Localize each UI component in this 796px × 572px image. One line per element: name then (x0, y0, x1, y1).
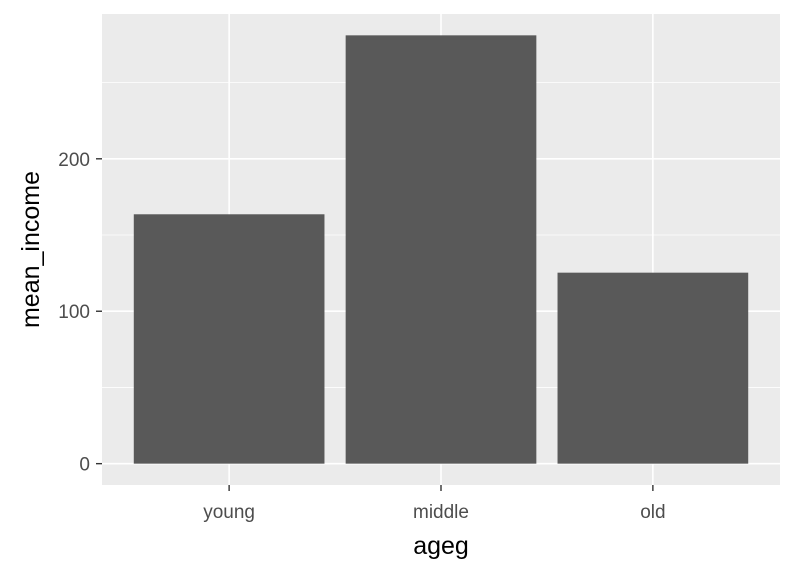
bar-old (557, 272, 749, 464)
x-tick-label: old (640, 502, 665, 523)
x-axis-ticks: young middle old (203, 485, 666, 523)
y-tick-label: 0 (79, 455, 90, 476)
bar-young (133, 214, 325, 464)
x-tick-label: young (203, 502, 255, 523)
y-tick-label: 200 (58, 150, 90, 171)
x-axis-title: ageg (413, 532, 469, 560)
bars (133, 35, 749, 464)
y-tick-label: 100 (58, 302, 90, 323)
y-axis-ticks: 0 100 200 (58, 150, 102, 476)
x-tick-label: middle (413, 502, 469, 523)
y-axis-title: mean_income (17, 171, 45, 328)
bar-middle (345, 35, 537, 464)
